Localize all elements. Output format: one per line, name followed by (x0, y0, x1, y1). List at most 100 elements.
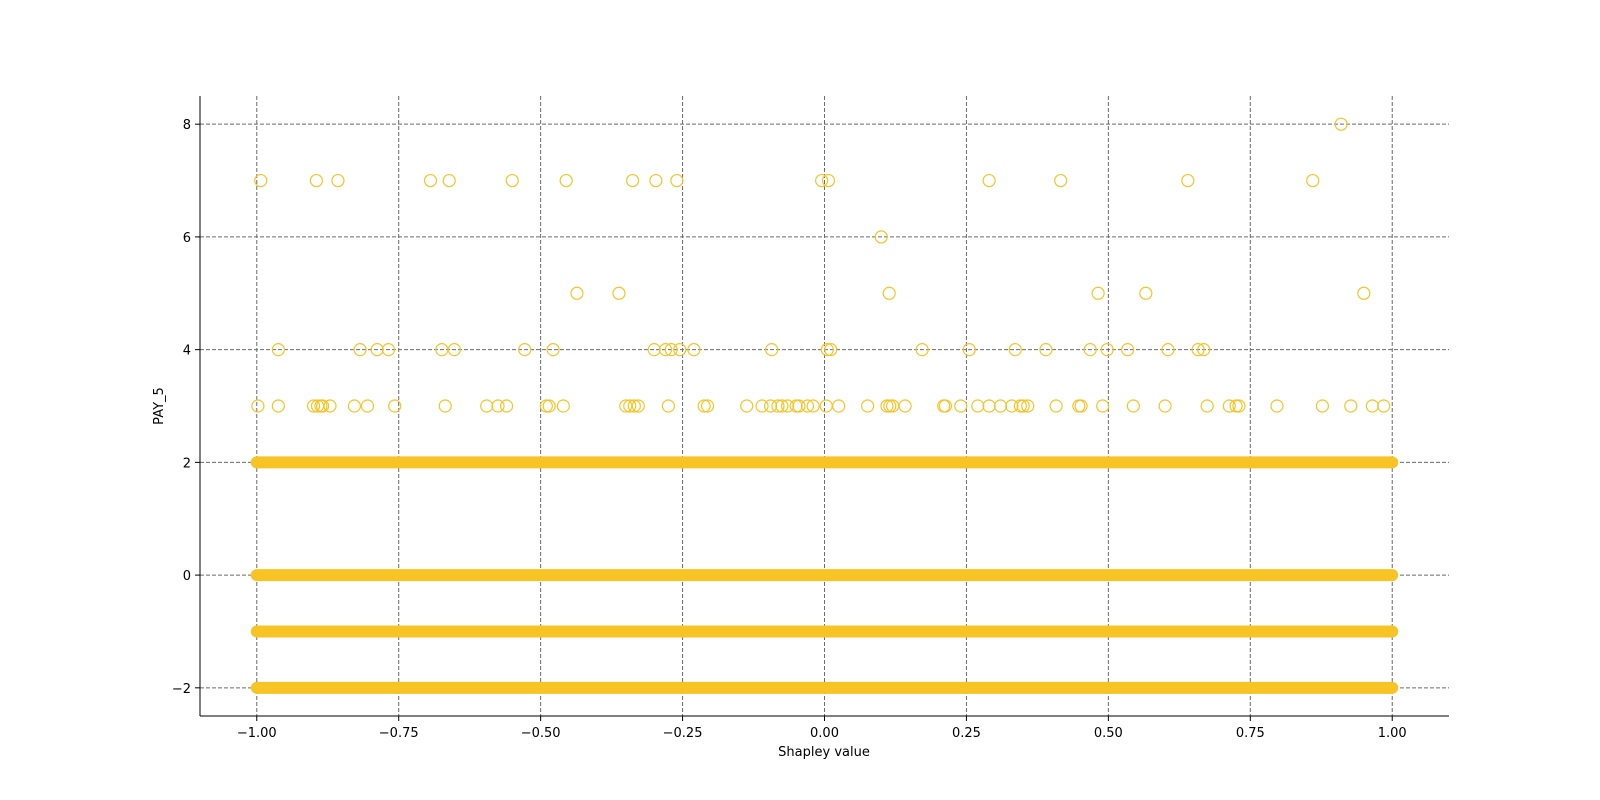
data-point (765, 343, 779, 357)
data-point (700, 399, 715, 413)
data-point (271, 399, 285, 413)
data-point (559, 173, 573, 188)
data-point (347, 399, 362, 413)
x-tick-label: −0.75 (379, 726, 419, 741)
data-point (1083, 343, 1097, 357)
data-point (1306, 173, 1320, 188)
data-point (631, 399, 645, 413)
x-tick-label: 0.25 (952, 726, 981, 741)
data-point (664, 343, 678, 357)
data-point (353, 343, 367, 357)
data-point (1344, 399, 1358, 413)
data-point (821, 173, 836, 188)
data-point (518, 343, 532, 357)
y-tick-label: −2 (172, 682, 191, 697)
data-point (938, 399, 953, 413)
data-point (254, 173, 268, 188)
data-point (331, 173, 345, 188)
data-point (1021, 399, 1035, 413)
data-point (861, 399, 875, 413)
data-point (806, 399, 820, 413)
data-point (954, 399, 968, 413)
data-point (360, 399, 375, 413)
data-point (647, 343, 661, 357)
data-point (789, 399, 803, 413)
y-tick-label: 8 (183, 118, 191, 133)
x-axis-ticks: −1.00 −0.75 −0.50 −0.25 0.00 0.25 0.50 0.75 1.00 (237, 716, 1407, 741)
data-point (1197, 343, 1211, 357)
data-point (306, 399, 321, 413)
data-point (755, 399, 769, 413)
data-point (388, 399, 402, 413)
data-point (627, 399, 641, 413)
data-point (316, 399, 330, 413)
x-axis-label: Shapley value (778, 745, 870, 760)
data-point (271, 343, 285, 357)
data-point (623, 399, 637, 413)
data-point (612, 286, 626, 300)
x-tick-label: 0.75 (1236, 726, 1265, 741)
x-tick-label: −0.50 (521, 726, 561, 741)
data-point (1158, 399, 1172, 413)
scatter-points (250, 117, 1399, 694)
data-point (442, 173, 456, 188)
data-point (874, 230, 888, 244)
data-point (819, 399, 833, 413)
data-point (962, 343, 976, 357)
data-point (740, 399, 754, 413)
data-point (570, 286, 584, 300)
x-tick-label: 0.50 (1094, 726, 1123, 741)
data-point (898, 399, 912, 413)
data-point (780, 399, 795, 413)
data-point (771, 399, 785, 413)
data-point (499, 399, 514, 413)
data-point (1100, 343, 1114, 357)
data-point (1232, 399, 1246, 413)
data-point (542, 399, 556, 413)
data-point (309, 173, 323, 188)
data-point (1357, 286, 1371, 300)
y-tick-label: 4 (183, 344, 191, 359)
data-point (251, 399, 265, 413)
data-point (1200, 399, 1214, 413)
data-point (556, 399, 570, 413)
x-tick-label: 1.00 (1378, 726, 1407, 741)
data-point (1270, 399, 1284, 413)
data-point (649, 173, 663, 188)
data-point (505, 173, 519, 188)
data-point (1191, 343, 1205, 357)
data-point (880, 399, 894, 413)
data-point (1013, 399, 1027, 413)
data-point (1377, 399, 1391, 413)
data-point (800, 399, 815, 413)
data-point (697, 399, 711, 413)
y-tick-label: 0 (183, 569, 191, 584)
data-point (1181, 173, 1195, 188)
data-point (1074, 399, 1088, 413)
data-point (824, 343, 838, 357)
data-point (539, 399, 553, 413)
data-point (1126, 399, 1140, 413)
data-point (1049, 399, 1063, 413)
data-point (1161, 343, 1175, 357)
y-tick-label: 6 (183, 231, 191, 246)
data-point (1008, 343, 1022, 357)
data-point (1096, 399, 1110, 413)
data-point (792, 399, 806, 413)
data-point (447, 343, 461, 357)
data-point (1091, 286, 1105, 300)
y-tick-label: 2 (183, 456, 191, 471)
x-tick-label: 0.00 (810, 726, 839, 741)
data-point (1121, 343, 1135, 357)
data-point (673, 343, 687, 357)
y-axis-ticks: −2 0 2 4 6 8 (172, 118, 200, 697)
x-tick-label: −1.00 (237, 726, 277, 741)
data-point (882, 286, 896, 300)
data-point (763, 399, 778, 413)
data-point (670, 173, 684, 188)
data-point (883, 399, 897, 413)
data-point (423, 173, 438, 188)
data-point (546, 343, 560, 357)
data-point (775, 399, 789, 413)
